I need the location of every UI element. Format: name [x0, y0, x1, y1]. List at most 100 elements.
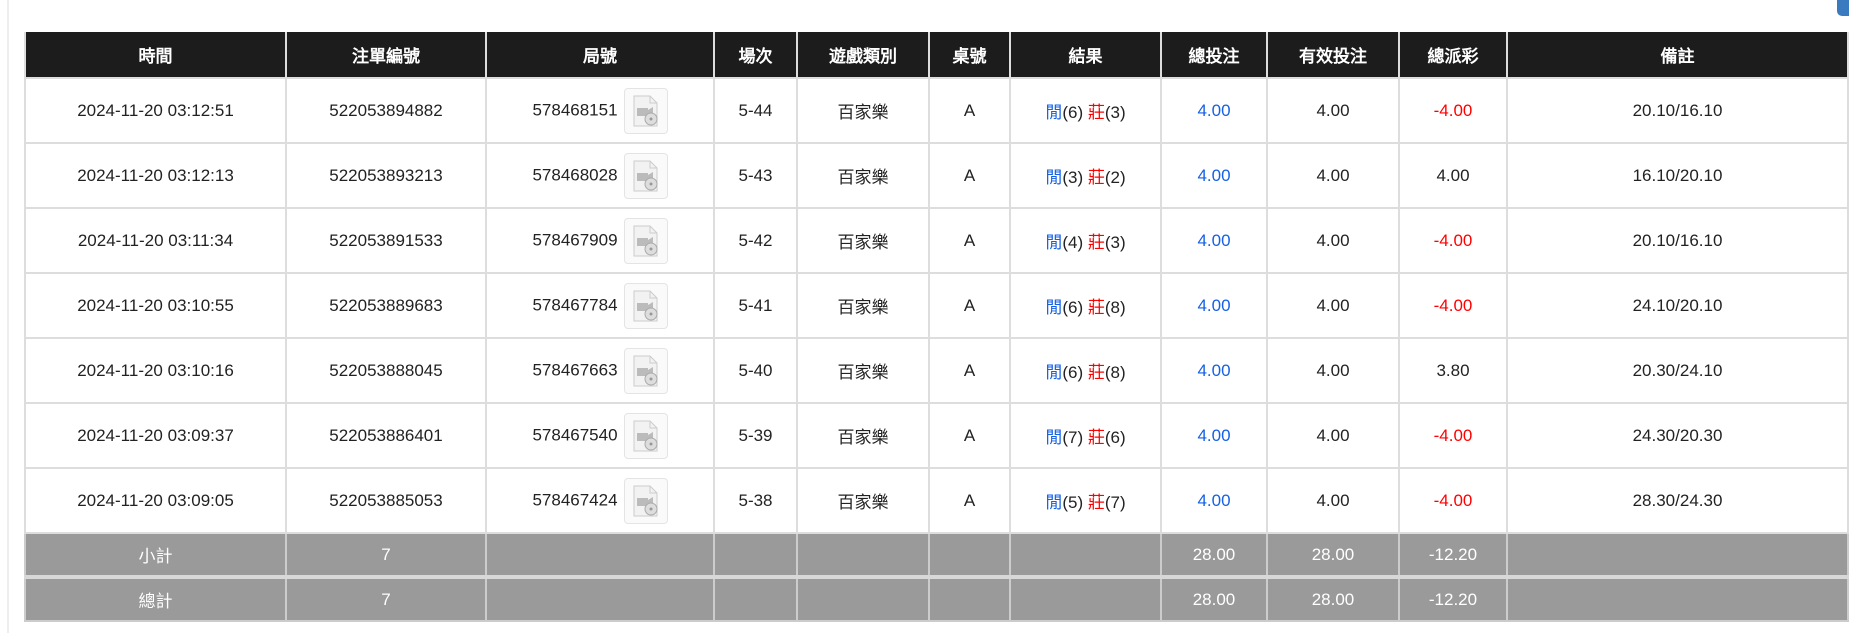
- banker-label: 莊: [1087, 233, 1105, 252]
- cell-shoe: 5-39: [713, 402, 798, 469]
- empty-cell: [796, 532, 930, 579]
- player-points: (5): [1062, 493, 1084, 512]
- cell-payout: 3.80: [1398, 337, 1508, 404]
- cell-bet-id: 522053891533: [285, 207, 487, 274]
- cell-bet-id: 522053885053: [285, 467, 487, 534]
- banker-points: (3): [1104, 103, 1126, 122]
- cell-note: 24.10/20.10: [1506, 272, 1849, 339]
- video-file-icon[interactable]: [623, 477, 668, 524]
- cell-note: 20.30/24.10: [1506, 337, 1849, 404]
- player-label: 閒: [1045, 233, 1063, 252]
- cell-shoe: 5-42: [713, 207, 798, 274]
- banker-points: (6): [1104, 428, 1126, 447]
- cell-valid-bet: 4.00: [1266, 467, 1400, 534]
- cell-round: 578467784: [485, 272, 715, 339]
- cell-shoe: 5-40: [713, 337, 798, 404]
- cell-valid-bet: 4.00: [1266, 402, 1400, 469]
- corner-button[interactable]: [1837, 0, 1849, 16]
- player-label: 閒: [1045, 493, 1063, 512]
- cell-result: 閒(4) 莊(3): [1009, 207, 1162, 274]
- total-total-bet: 28.00: [1160, 576, 1268, 622]
- cell-game-type: 百家樂: [796, 272, 930, 339]
- banker-label: 莊: [1087, 103, 1105, 122]
- header-table-no: 桌號: [928, 32, 1011, 79]
- video-file-icon[interactable]: [623, 217, 668, 264]
- subtotal-label: 小計: [24, 532, 287, 579]
- cell-time: 2024-11-20 03:12:51: [24, 77, 287, 144]
- round-number: 578468028: [532, 164, 618, 184]
- cell-valid-bet: 4.00: [1266, 337, 1400, 404]
- empty-cell: [485, 532, 715, 579]
- table-row: 2024-11-20 03:12:13 522053893213 5784680…: [24, 142, 1849, 209]
- header-round: 局號: [485, 32, 715, 79]
- empty-cell: [928, 532, 1011, 579]
- banker-points: (2): [1104, 168, 1126, 187]
- table-row: 2024-11-20 03:09:37 522053886401 5784675…: [24, 402, 1849, 469]
- cell-result: 閒(3) 莊(2): [1009, 142, 1162, 209]
- cell-game-type: 百家樂: [796, 337, 930, 404]
- cell-round: 578467663: [485, 337, 715, 404]
- player-points: (6): [1062, 298, 1084, 317]
- banker-points: (8): [1104, 363, 1126, 382]
- cell-note: 24.30/20.30: [1506, 402, 1849, 469]
- cell-game-type: 百家樂: [796, 142, 930, 209]
- video-file-icon[interactable]: [623, 152, 668, 199]
- cell-payout: -4.00: [1398, 272, 1508, 339]
- cell-note: 20.10/16.10: [1506, 77, 1849, 144]
- cell-time: 2024-11-20 03:12:13: [24, 142, 287, 209]
- player-points: (3): [1062, 168, 1084, 187]
- header-time: 時間: [24, 32, 287, 79]
- cell-bet-id: 522053886401: [285, 402, 487, 469]
- cell-round: 578467909: [485, 207, 715, 274]
- cell-round: 578467540: [485, 402, 715, 469]
- subtotal-total-bet: 28.00: [1160, 532, 1268, 579]
- cell-bet-id: 522053893213: [285, 142, 487, 209]
- round-number: 578467540: [532, 424, 618, 444]
- page-border: [7, 0, 9, 633]
- banker-points: (7): [1104, 493, 1126, 512]
- table-row: 2024-11-20 03:10:16 522053888045 5784676…: [24, 337, 1849, 404]
- cell-time: 2024-11-20 03:10:55: [24, 272, 287, 339]
- cell-table-no: A: [928, 142, 1011, 209]
- subtotal-row: 小計 7 28.00 28.00 -12.20: [24, 532, 1849, 579]
- cell-game-type: 百家樂: [796, 207, 930, 274]
- cell-total-bet: 4.00: [1160, 142, 1268, 209]
- round-number: 578467909: [532, 229, 618, 249]
- cell-table-no: A: [928, 77, 1011, 144]
- cell-game-type: 百家樂: [796, 402, 930, 469]
- header-total-bet: 總投注: [1160, 32, 1268, 79]
- header-result: 結果: [1009, 32, 1162, 79]
- empty-cell: [1506, 576, 1849, 622]
- video-file-icon[interactable]: [623, 87, 668, 134]
- cell-round: 578468151: [485, 77, 715, 144]
- video-file-icon[interactable]: [623, 412, 668, 459]
- cell-round: 578468028: [485, 142, 715, 209]
- round-number: 578467784: [532, 294, 618, 314]
- table-row: 2024-11-20 03:10:55 522053889683 5784677…: [24, 272, 1849, 339]
- cell-total-bet: 4.00: [1160, 77, 1268, 144]
- header-valid-bet: 有效投注: [1266, 32, 1400, 79]
- video-file-icon[interactable]: [623, 282, 668, 329]
- cell-shoe: 5-44: [713, 77, 798, 144]
- empty-cell: [1009, 532, 1162, 579]
- player-label: 閒: [1045, 103, 1063, 122]
- cell-total-bet: 4.00: [1160, 207, 1268, 274]
- cell-time: 2024-11-20 03:09:05: [24, 467, 287, 534]
- banker-label: 莊: [1087, 363, 1105, 382]
- player-points: (7): [1062, 428, 1084, 447]
- player-points: (6): [1062, 363, 1084, 382]
- empty-cell: [485, 576, 715, 622]
- cell-result: 閒(6) 莊(8): [1009, 337, 1162, 404]
- player-label: 閒: [1045, 298, 1063, 317]
- empty-cell: [796, 576, 930, 622]
- table-header: 時間 注單編號 局號 場次 遊戲類別 桌號 結果 總投注 有效投注 總派彩 備註: [24, 32, 1849, 79]
- cell-note: 20.10/16.10: [1506, 207, 1849, 274]
- cell-valid-bet: 4.00: [1266, 142, 1400, 209]
- cell-note: 16.10/20.10: [1506, 142, 1849, 209]
- cell-result: 閒(6) 莊(3): [1009, 77, 1162, 144]
- cell-result: 閒(7) 莊(6): [1009, 402, 1162, 469]
- subtotal-valid-bet: 28.00: [1266, 532, 1400, 579]
- cell-shoe: 5-41: [713, 272, 798, 339]
- video-file-icon[interactable]: [623, 347, 668, 394]
- empty-cell: [1506, 532, 1849, 579]
